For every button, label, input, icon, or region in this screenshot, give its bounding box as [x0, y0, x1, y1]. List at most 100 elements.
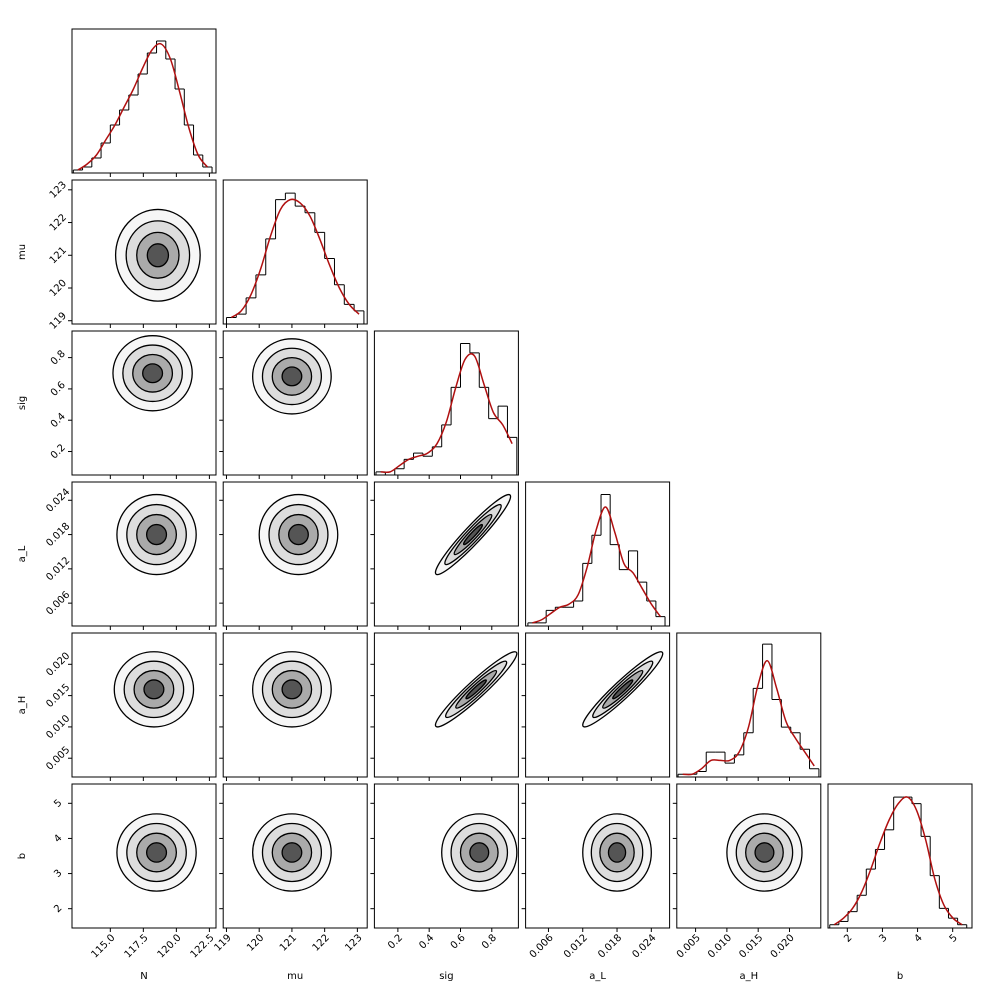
- panel-frame: [222, 179, 368, 325]
- panel-content: [582, 813, 652, 892]
- panel-content: [252, 338, 332, 415]
- y-axis-label: a_L: [17, 545, 28, 562]
- y-axis-label: b: [17, 853, 28, 859]
- kde-curve: [230, 198, 360, 319]
- contour-level: [607, 842, 627, 863]
- panel-frame: [525, 783, 671, 929]
- panel-frame: [222, 783, 368, 929]
- y-tick-label: 0.2: [49, 442, 68, 461]
- x-tick-label: 3: [877, 932, 889, 944]
- contour-level: [462, 523, 484, 546]
- panel-frame: [525, 632, 671, 778]
- x-tick-label: 120: [245, 932, 266, 953]
- contour-level: [281, 679, 303, 700]
- y-tick-label: 0.8: [49, 348, 68, 367]
- x-tick-label: 0.010: [706, 932, 734, 960]
- panel-frame: [373, 632, 519, 778]
- panel-frame: [373, 783, 519, 929]
- contour-level: [469, 842, 490, 863]
- y-tick-label: 5: [52, 798, 64, 810]
- panel-content: [116, 813, 197, 892]
- panel-content: [114, 208, 201, 302]
- x-tick-label: 2: [842, 932, 854, 944]
- panel-content: [225, 192, 365, 324]
- panel-frame: [222, 632, 368, 778]
- kde-curve: [532, 506, 662, 624]
- panel-frame: [373, 481, 519, 627]
- x-axis-label: mu: [287, 971, 303, 982]
- panel-content: [441, 813, 518, 892]
- panel-content: [375, 343, 518, 475]
- x-tick-label: 4: [913, 932, 925, 944]
- contour-level: [143, 679, 165, 700]
- x-tick-label: 0.012: [562, 932, 590, 960]
- x-tick-label: 0.018: [596, 932, 624, 960]
- panel-content: [434, 651, 518, 728]
- y-tick-label: 3: [52, 868, 64, 880]
- x-tick-label: 0.015: [737, 932, 765, 960]
- contour-level: [145, 842, 168, 863]
- x-tick-label: 0.2: [386, 932, 405, 951]
- x-axis-label: b: [897, 971, 903, 982]
- panel-frame: [525, 481, 671, 627]
- panel-frame: [71, 783, 217, 929]
- panel-frame: [71, 481, 217, 627]
- panel-content: [116, 493, 197, 576]
- x-tick-label: 0.8: [480, 932, 499, 951]
- kde-curve: [380, 353, 513, 474]
- panel-content: [258, 493, 339, 576]
- y-axis-label: sig: [17, 396, 28, 410]
- panel-content: [726, 813, 803, 892]
- panel-frame: [71, 330, 217, 476]
- x-axis-label: a_H: [739, 971, 758, 982]
- x-tick-label: 0.020: [769, 932, 797, 960]
- kde-curve: [682, 659, 815, 776]
- y-tick-label: 0.4: [49, 411, 68, 430]
- contour-level: [465, 679, 487, 700]
- panel-content: [112, 335, 193, 412]
- panel-frame: [222, 330, 368, 476]
- panel-content: [113, 651, 195, 728]
- x-tick-label: 123: [343, 932, 364, 953]
- panel-frame: [827, 783, 973, 929]
- contour-level: [754, 842, 775, 863]
- kde-curve: [77, 42, 209, 171]
- x-tick-label: 117.5: [123, 932, 151, 960]
- y-tick-label: 2: [52, 903, 64, 915]
- panel-content: [829, 796, 968, 928]
- contour-level: [612, 679, 634, 700]
- panel-frame: [222, 481, 368, 627]
- x-tick-label: 0.4: [417, 932, 436, 951]
- y-axis-label: mu: [17, 244, 28, 260]
- y-tick-label: 123: [48, 180, 69, 201]
- panel-frame: [373, 330, 519, 476]
- panel-content: [527, 494, 666, 626]
- panel-content: [434, 493, 512, 576]
- x-tick-label: 0.006: [528, 932, 556, 960]
- kde-curve: [833, 796, 963, 926]
- x-tick-label: 120.0: [156, 932, 184, 960]
- x-tick-label: 121: [278, 932, 299, 953]
- contour-level: [146, 243, 170, 268]
- panel-content: [582, 651, 664, 728]
- panel-frame: [71, 632, 217, 778]
- x-tick-label: 0.005: [675, 932, 703, 960]
- x-tick-label: 5: [948, 932, 960, 944]
- x-axis-label: sig: [439, 971, 453, 982]
- x-tick-label: 119: [212, 932, 233, 953]
- y-tick-label: 4: [52, 833, 64, 845]
- contour-level: [288, 523, 309, 546]
- contour-level: [145, 523, 168, 546]
- y-tick-label: 0.6: [49, 380, 68, 399]
- contour-level: [142, 363, 164, 384]
- y-tick-label: 119: [48, 310, 69, 331]
- y-tick-label: 120: [48, 278, 69, 299]
- x-axis-label: N: [140, 971, 147, 982]
- x-tick-label: 122: [311, 932, 332, 953]
- contour-level: [281, 842, 303, 863]
- panel-frame: [676, 632, 822, 778]
- y-tick-label: 122: [48, 212, 69, 233]
- x-axis-label: a_L: [589, 971, 606, 982]
- panel-content: [252, 651, 332, 728]
- panel-frame: [71, 179, 217, 325]
